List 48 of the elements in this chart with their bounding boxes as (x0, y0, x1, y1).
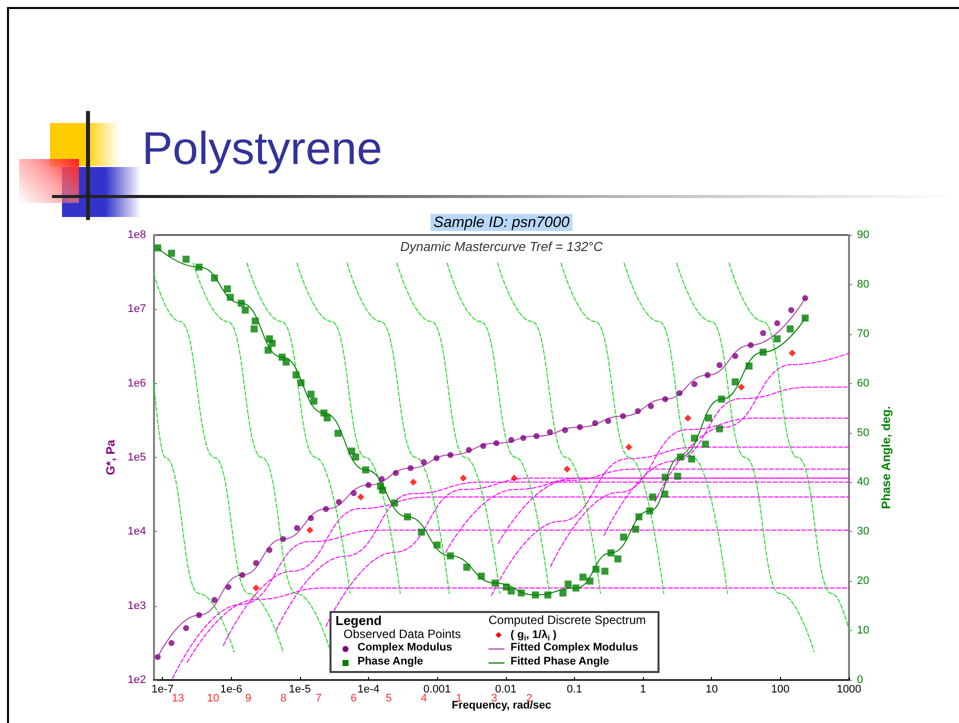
text: 8 (280, 692, 286, 704)
y-tick-label: 1e8 (128, 229, 146, 241)
chart-subtitle: Sample ID: psn7000 (434, 214, 570, 231)
text: 9 (245, 692, 252, 704)
y-tick-label: 1e3 (128, 600, 146, 612)
text: 5 (386, 692, 392, 704)
y-tick-label: 1e7 (128, 303, 146, 316)
x-tick-label: 0.001 (423, 684, 451, 696)
y2-tick-label: 90 (857, 229, 870, 241)
legend-title: Legend (336, 613, 382, 628)
text: 7 (315, 692, 322, 704)
y2-tick-label: 20 (857, 575, 870, 588)
chart-title: Polystyrene (142, 122, 382, 174)
y-axis-title: G*, Pa (104, 440, 118, 476)
annotation: Computed Discrete Spectrum (488, 613, 646, 627)
text: 10 (207, 692, 220, 704)
y2-tick-label: 70 (857, 328, 870, 340)
annotation: Observed Data Points (344, 627, 461, 641)
x-tick-label: 10 (706, 684, 718, 696)
y-tick-label: 1e2 (128, 674, 146, 686)
text: 6 (350, 692, 357, 704)
text: 13 (172, 692, 184, 704)
y-tick-label: 1e4 (128, 526, 146, 538)
x-tick-label: 1e-4 (357, 684, 380, 696)
y2-axis-title: Phase Angle, deg. (879, 406, 894, 509)
y2-tick-label: 30 (857, 526, 870, 538)
y2-tick-label: 40 (857, 476, 870, 488)
y2-tick-label: 10 (857, 624, 870, 637)
legend-label: Fitted Complex Modulus (510, 642, 638, 654)
x-tick-label: 1e-5 (288, 684, 311, 696)
x-tick-label: 100 (771, 684, 790, 696)
x-tick-label: 1000 (836, 684, 862, 696)
y2-tick-label: 0 (857, 674, 864, 686)
legend-label: Fitted Phase Angle (510, 656, 610, 668)
text: 4 (420, 692, 427, 704)
y2-tick-label: 80 (857, 278, 870, 290)
x-tick-label: 1e-7 (152, 684, 174, 696)
x-tick-label: 1e-6 (220, 684, 242, 696)
legend-label: Phase Angle (358, 656, 424, 668)
annotation: Dynamic Mastercurve Tref = 132°C (400, 239, 604, 254)
y2-tick-label: 50 (857, 426, 870, 439)
legend-label: Complex Modulus (358, 642, 452, 654)
x-tick-label: 0.01 (495, 684, 516, 696)
x-tick-label: 1 (640, 684, 646, 696)
y2-tick-label: 60 (857, 377, 870, 390)
y-tick-label: 1e5 (128, 452, 146, 464)
x-tick-label: 0.1 (566, 684, 582, 696)
y-tick-label: 1e6 (128, 377, 146, 390)
